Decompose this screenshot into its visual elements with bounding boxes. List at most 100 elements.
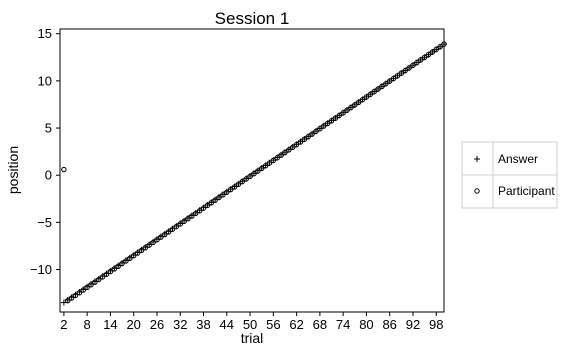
participant-point: [72, 292, 79, 299]
participant-point: [383, 81, 389, 87]
legend-label-participant: Participant: [498, 184, 555, 198]
participant-point: [61, 166, 67, 173]
participant-point: [216, 194, 222, 201]
x-tick-label: 56: [266, 317, 280, 332]
participant-point: [134, 250, 141, 256]
participant-point: [441, 41, 447, 47]
participant-point: [177, 221, 183, 227]
participant-point: [274, 155, 280, 161]
participant-point: [282, 149, 288, 156]
participant-point: [332, 115, 339, 121]
participant-point: [150, 239, 156, 246]
y-tick-label: −5: [37, 215, 52, 230]
legend-label-answer: Answer: [498, 152, 538, 166]
participant-point: [317, 126, 323, 132]
y-tick-label: 0: [45, 168, 52, 183]
participant-point: [286, 147, 292, 153]
participant-point: [142, 245, 149, 251]
participant-point: [258, 165, 265, 172]
participant-point: [367, 91, 374, 98]
data-points: [60, 41, 447, 306]
participant-point: [293, 141, 300, 148]
participant-point: [402, 67, 408, 74]
participant-point: [301, 136, 308, 143]
participant-point: [375, 86, 381, 92]
y-axis: −10 −5 0 5 10 15: [30, 26, 60, 277]
participant-point: [158, 234, 164, 240]
x-tick-label: 62: [289, 317, 303, 332]
participant-point: [278, 152, 284, 158]
participant-point: [115, 263, 121, 269]
participant-point: [111, 266, 118, 272]
participant-point: [212, 197, 218, 203]
participant-point: [173, 223, 180, 230]
participant-point: [352, 102, 358, 108]
plot-area: [59, 28, 445, 313]
x-tick-label: 20: [126, 317, 140, 332]
legend: Answer Participant: [461, 141, 558, 209]
participant-point: [68, 295, 75, 301]
participant-point: [92, 279, 98, 285]
participant-point: [340, 110, 346, 116]
participant-point: [414, 59, 420, 66]
participant-point: [154, 237, 160, 243]
y-axis-title: position: [5, 146, 21, 194]
participant-point: [200, 205, 207, 211]
participant-point: [84, 284, 90, 291]
participant-point: [348, 104, 354, 111]
x-tick-label: 68: [313, 317, 327, 332]
x-tick-label: 8: [84, 317, 91, 332]
plus-marker-icon: [474, 156, 480, 162]
circle-marker-icon: [474, 188, 480, 194]
participant-point: [204, 202, 211, 209]
participant-point: [309, 131, 315, 137]
participant-point: [321, 123, 327, 129]
y-tick-label: 15: [38, 26, 52, 41]
participant-point: [363, 94, 370, 100]
participant-point: [65, 297, 71, 304]
participant-point: [429, 49, 436, 55]
participant-point: [127, 255, 133, 262]
participant-point: [425, 51, 432, 58]
x-axis-title: trial: [241, 330, 264, 346]
x-tick-label: 74: [336, 317, 350, 332]
participant-point: [169, 226, 176, 232]
x-axis: 2 8 14 20 26 32 38 44 50 56 62 68 74 80 86 92 98: [60, 312, 443, 332]
participant-point: [394, 73, 401, 79]
participant-point: [297, 139, 304, 145]
participant-point: [103, 271, 110, 277]
participant-point: [410, 62, 416, 68]
x-tick-label: 80: [359, 317, 373, 332]
participant-point: [290, 144, 296, 150]
participant-point: [165, 229, 172, 235]
participant-point: [185, 215, 191, 222]
participant-point: [99, 274, 106, 280]
legend-answer: Answer: [474, 152, 538, 166]
participant-point: [386, 78, 393, 84]
participant-point: [359, 96, 366, 103]
participant-point: [262, 163, 269, 169]
chart-title: Session 1: [215, 9, 290, 28]
participant-point: [239, 178, 246, 185]
participant-point: [371, 89, 377, 95]
participant-point: [193, 210, 199, 217]
participant-point: [181, 218, 187, 225]
participant-point: [398, 70, 405, 76]
participant-point: [227, 186, 234, 193]
participant-point: [266, 160, 273, 166]
x-tick-label: 38: [196, 317, 210, 332]
participant-point: [88, 282, 94, 288]
participant-point: [313, 128, 319, 135]
participant-point: [344, 107, 350, 113]
participant-point: [406, 65, 412, 71]
participant-point: [433, 46, 439, 53]
participant-point: [208, 200, 214, 206]
legend-participant: Participant: [474, 184, 555, 198]
participant-point: [390, 75, 397, 82]
participant-point: [418, 57, 424, 63]
participant-point: [328, 118, 335, 124]
x-tick-label: 2: [60, 317, 67, 332]
participant-point: [130, 253, 137, 259]
y-tick-label: −10: [30, 262, 52, 277]
